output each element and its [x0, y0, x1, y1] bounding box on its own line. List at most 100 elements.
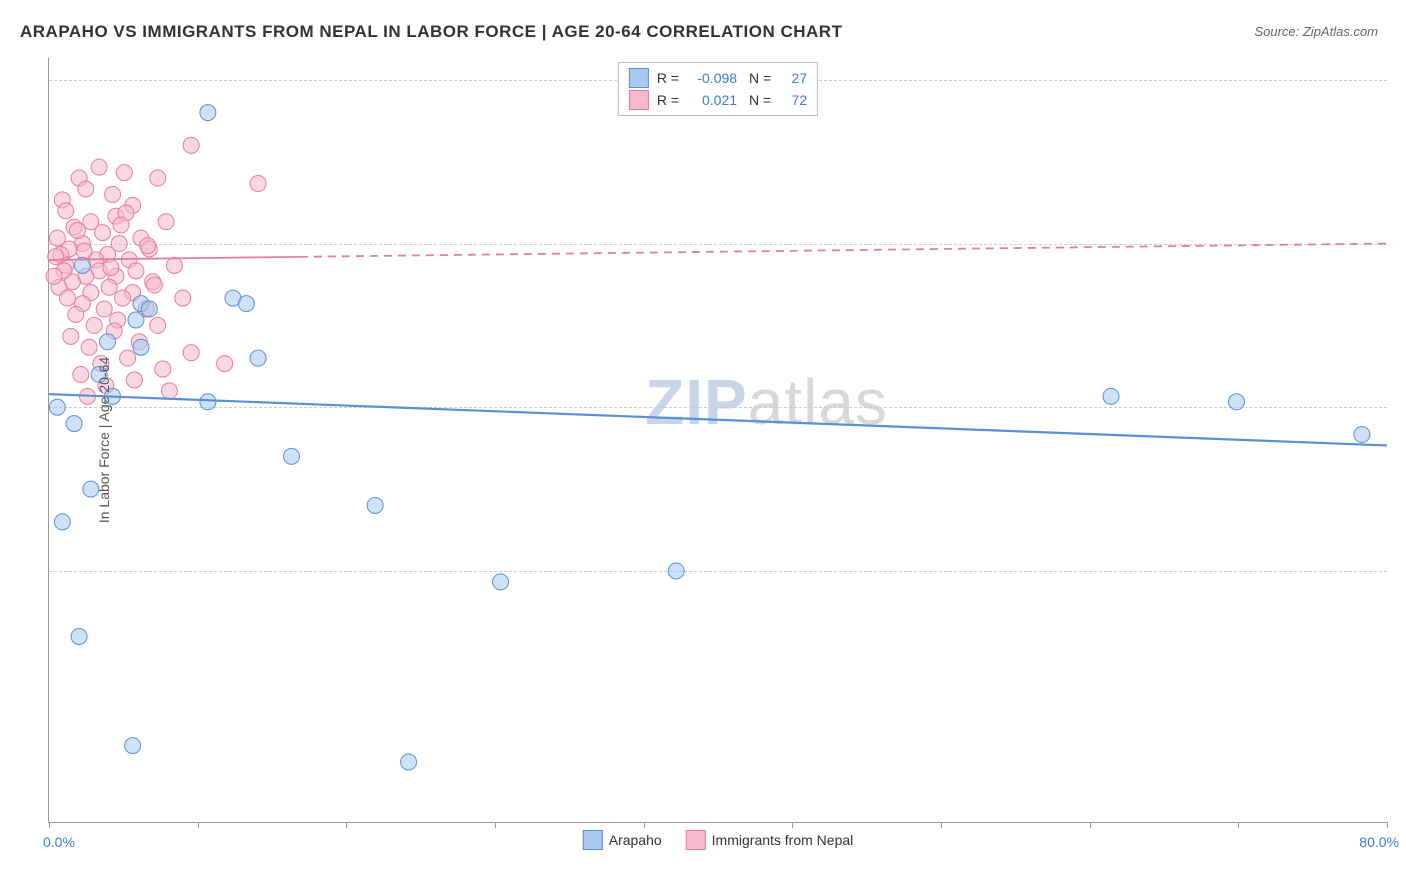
scatter-point: [367, 497, 383, 513]
scatter-point: [183, 345, 199, 361]
n-label: N =: [745, 67, 771, 89]
y-tick-label: 55.0%: [1395, 563, 1406, 579]
scatter-point: [86, 317, 102, 333]
y-tick-label: 100.0%: [1395, 72, 1406, 88]
x-axis-max-label: 80.0%: [1359, 834, 1399, 850]
scatter-point: [68, 306, 84, 322]
y-tick-label: 85.0%: [1395, 236, 1406, 252]
scatter-point: [1354, 427, 1370, 443]
scatter-point: [95, 225, 111, 241]
scatter-point: [58, 203, 74, 219]
legend-row-nepal: R = 0.021 N = 72: [629, 89, 807, 111]
r-value-nepal: 0.021: [687, 89, 737, 111]
scatter-point: [49, 399, 65, 415]
n-value-nepal: 72: [779, 89, 807, 111]
x-axis-min-label: 0.0%: [43, 834, 75, 850]
scatter-point: [125, 738, 141, 754]
x-tick: [495, 822, 496, 828]
scatter-point: [1228, 394, 1244, 410]
scatter-point: [150, 170, 166, 186]
scatter-point: [146, 277, 162, 293]
scatter-point: [183, 137, 199, 153]
scatter-point: [493, 574, 509, 590]
scatter-point: [133, 339, 149, 355]
scatter-point: [200, 394, 216, 410]
scatter-point: [81, 339, 97, 355]
scatter-point: [126, 372, 142, 388]
scatter-point: [71, 628, 87, 644]
scatter-point: [128, 263, 144, 279]
legend-label-nepal: Immigrants from Nepal: [712, 832, 854, 848]
x-tick: [644, 822, 645, 828]
n-value-arapaho: 27: [779, 67, 807, 89]
chart-title: ARAPAHO VS IMMIGRANTS FROM NEPAL IN LABO…: [20, 22, 842, 42]
scatter-point: [141, 301, 157, 317]
legend-swatch-arapaho: [629, 68, 649, 88]
x-tick: [941, 822, 942, 828]
legend-item-arapaho: Arapaho: [583, 830, 662, 850]
legend-label-arapaho: Arapaho: [609, 832, 662, 848]
scatter-point: [101, 279, 117, 295]
x-tick: [49, 822, 50, 828]
correlation-legend: R = -0.098 N = 27 R = 0.021 N = 72: [618, 62, 818, 116]
scatter-point: [166, 257, 182, 273]
legend-row-arapaho: R = -0.098 N = 27: [629, 67, 807, 89]
r-value-arapaho: -0.098: [687, 67, 737, 89]
scatter-point: [115, 290, 131, 306]
scatter-point: [128, 312, 144, 328]
scatter-svg: [49, 58, 1387, 822]
scatter-point: [91, 159, 107, 175]
scatter-point: [100, 334, 116, 350]
x-tick: [1387, 822, 1388, 828]
scatter-point: [284, 448, 300, 464]
scatter-point: [63, 328, 79, 344]
scatter-point: [105, 186, 121, 202]
scatter-point: [78, 181, 94, 197]
r-label: R =: [657, 89, 679, 111]
scatter-point: [46, 268, 62, 284]
scatter-point: [250, 350, 266, 366]
x-tick: [346, 822, 347, 828]
scatter-point: [161, 383, 177, 399]
scatter-point: [76, 243, 92, 259]
trend-line-dashed: [300, 244, 1387, 257]
scatter-point: [175, 290, 191, 306]
scatter-point: [238, 296, 254, 312]
legend-swatch-nepal-icon: [686, 830, 706, 850]
scatter-point: [59, 290, 75, 306]
scatter-point: [73, 367, 89, 383]
scatter-point: [96, 301, 112, 317]
source-attribution: Source: ZipAtlas.com: [1254, 24, 1378, 39]
scatter-point: [113, 217, 129, 233]
x-tick: [792, 822, 793, 828]
y-tick-label: 70.0%: [1395, 399, 1406, 415]
scatter-point: [54, 514, 70, 530]
plot-area: ZIPatlas 100.0%85.0%70.0%55.0% R = -0.09…: [48, 58, 1387, 823]
legend-swatch-arapaho-icon: [583, 830, 603, 850]
scatter-point: [200, 105, 216, 121]
n-label: N =: [745, 89, 771, 111]
scatter-point: [668, 563, 684, 579]
legend-swatch-nepal: [629, 90, 649, 110]
scatter-point: [116, 165, 132, 181]
chart-container: ARAPAHO VS IMMIGRANTS FROM NEPAL IN LABO…: [0, 0, 1406, 892]
scatter-point: [401, 754, 417, 770]
scatter-point: [158, 214, 174, 230]
scatter-point: [1103, 388, 1119, 404]
x-tick: [198, 822, 199, 828]
scatter-point: [150, 317, 166, 333]
scatter-point: [217, 356, 233, 372]
legend-item-nepal: Immigrants from Nepal: [686, 830, 854, 850]
scatter-point: [69, 222, 85, 238]
scatter-point: [155, 361, 171, 377]
scatter-point: [103, 260, 119, 276]
scatter-point: [250, 176, 266, 192]
x-tick: [1090, 822, 1091, 828]
scatter-point: [120, 350, 136, 366]
scatter-point: [48, 249, 64, 265]
trend-line: [49, 394, 1387, 445]
x-tick: [1238, 822, 1239, 828]
r-label: R =: [657, 67, 679, 89]
scatter-point: [140, 238, 156, 254]
series-legend: Arapaho Immigrants from Nepal: [583, 830, 854, 850]
